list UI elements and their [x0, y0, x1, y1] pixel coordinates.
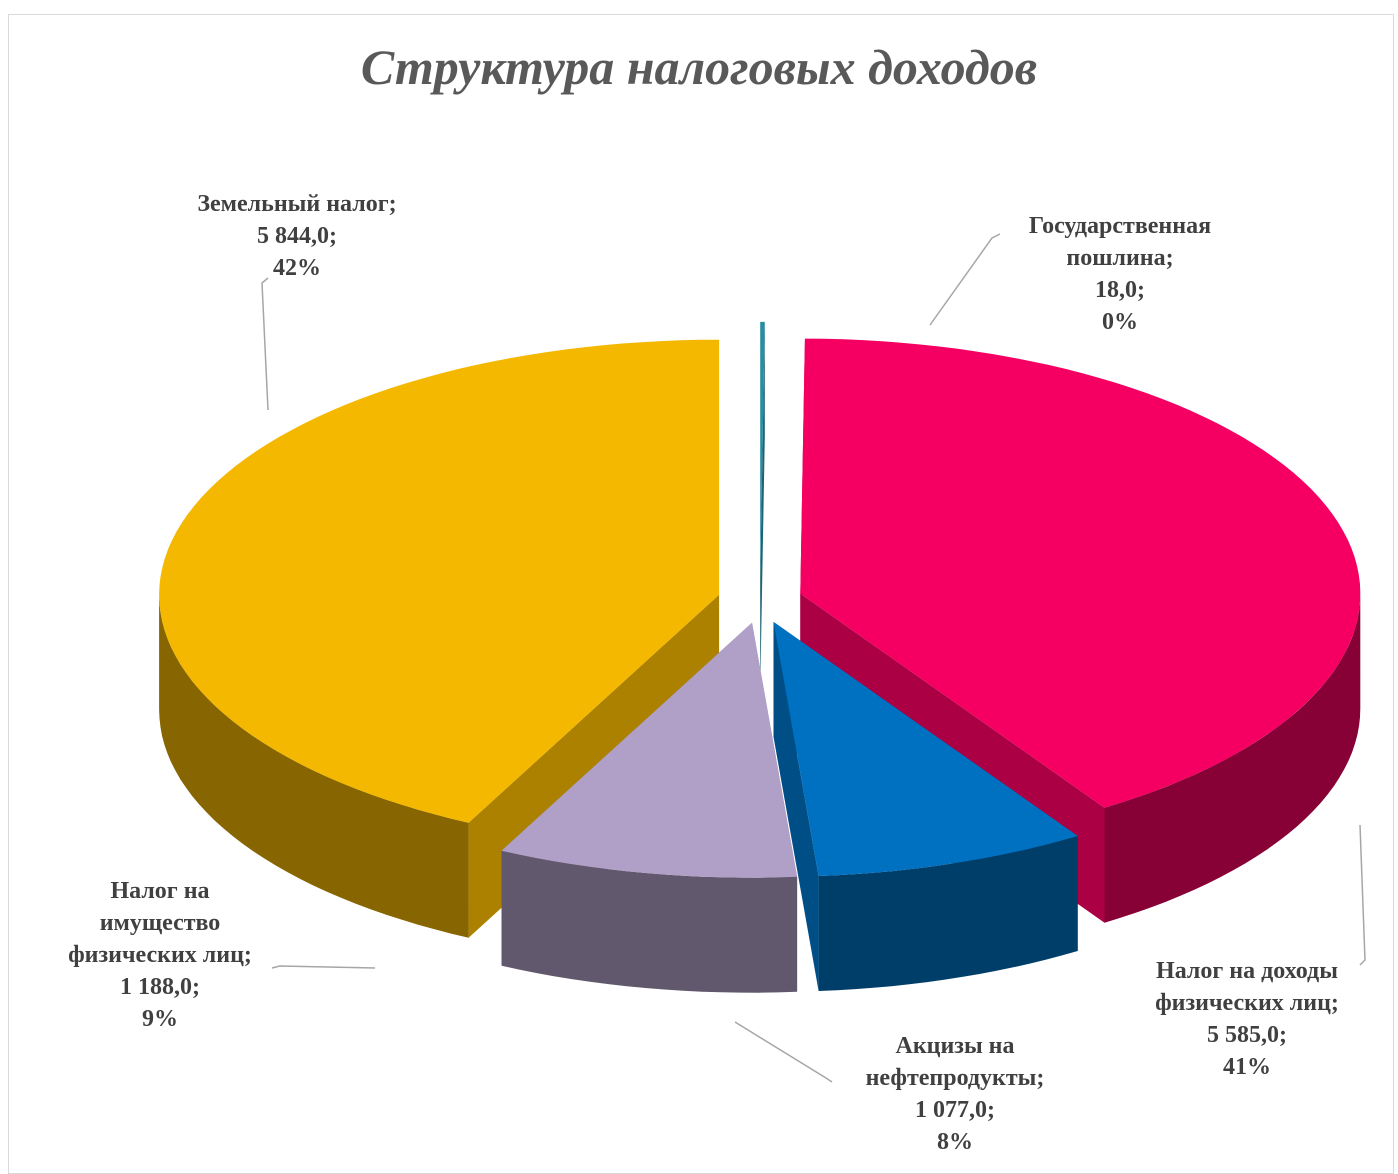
label-category: Налог на имущество физических лиц [68, 878, 244, 968]
data-label: Земельный налог; 5 844,0; 42% [147, 188, 447, 284]
label-separator: ; [1279, 1022, 1287, 1048]
leader-line [929, 233, 1001, 326]
label-separator: ; [1137, 277, 1145, 303]
chart-title: Структура налоговых доходов [360, 39, 1038, 95]
leader-line [271, 965, 376, 969]
label-separator: ; [329, 223, 337, 249]
label-percent: 8% [937, 1129, 973, 1155]
label-separator: ; [192, 974, 200, 1000]
slice [773, 621, 1078, 876]
label-category: Государственная пошлина [1028, 213, 1212, 271]
data-label: Налог на имущество физических лиц; 1 188,… [60, 875, 260, 1035]
label-separator: ; [1036, 1065, 1045, 1091]
slice-edge [773, 621, 819, 991]
data-label: Акцизы на нефтепродукты; 1 077,0; 8% [840, 1030, 1070, 1158]
slice [800, 338, 1361, 808]
slice [159, 339, 720, 823]
label-value: 5 844,0 [257, 223, 329, 249]
label-value: 5 585,0 [1207, 1022, 1279, 1048]
slice-side [818, 836, 1078, 991]
label-separator: ; [987, 1097, 995, 1123]
slice [760, 321, 765, 577]
label-value: 18,0 [1095, 277, 1137, 303]
label-percent: 41% [1223, 1054, 1271, 1080]
leader-lines [261, 233, 1366, 1083]
pie [159, 321, 1361, 993]
label-separator: ; [1330, 990, 1339, 1016]
label-percent: 9% [142, 1006, 178, 1032]
slice-edge [760, 321, 765, 692]
leader-line [1359, 824, 1366, 966]
label-category: Акцизы на нефтепродукты [865, 1033, 1037, 1091]
label-percent: 0% [1102, 309, 1138, 335]
data-label: Государственная пошлина; 18,0; 0% [995, 210, 1245, 338]
leader-line [734, 1021, 833, 1083]
label-separator: ; [243, 942, 252, 968]
slice [501, 622, 798, 878]
label-value: 1 188,0 [120, 974, 192, 1000]
label-separator: ; [388, 191, 397, 217]
label-value: 1 077,0 [915, 1097, 987, 1123]
label-percent: 42% [273, 255, 321, 281]
label-category: Земельный налог [197, 191, 389, 217]
slice-side [159, 594, 469, 938]
leader-line [261, 277, 269, 411]
label-category: Налог на доходы физических лиц [1155, 958, 1338, 1016]
label-separator: ; [1165, 245, 1174, 271]
data-label: Налог на доходы физических лиц; 5 585,0; 4… [1127, 955, 1367, 1083]
slice-side [501, 850, 798, 993]
slice-side [1104, 593, 1361, 923]
